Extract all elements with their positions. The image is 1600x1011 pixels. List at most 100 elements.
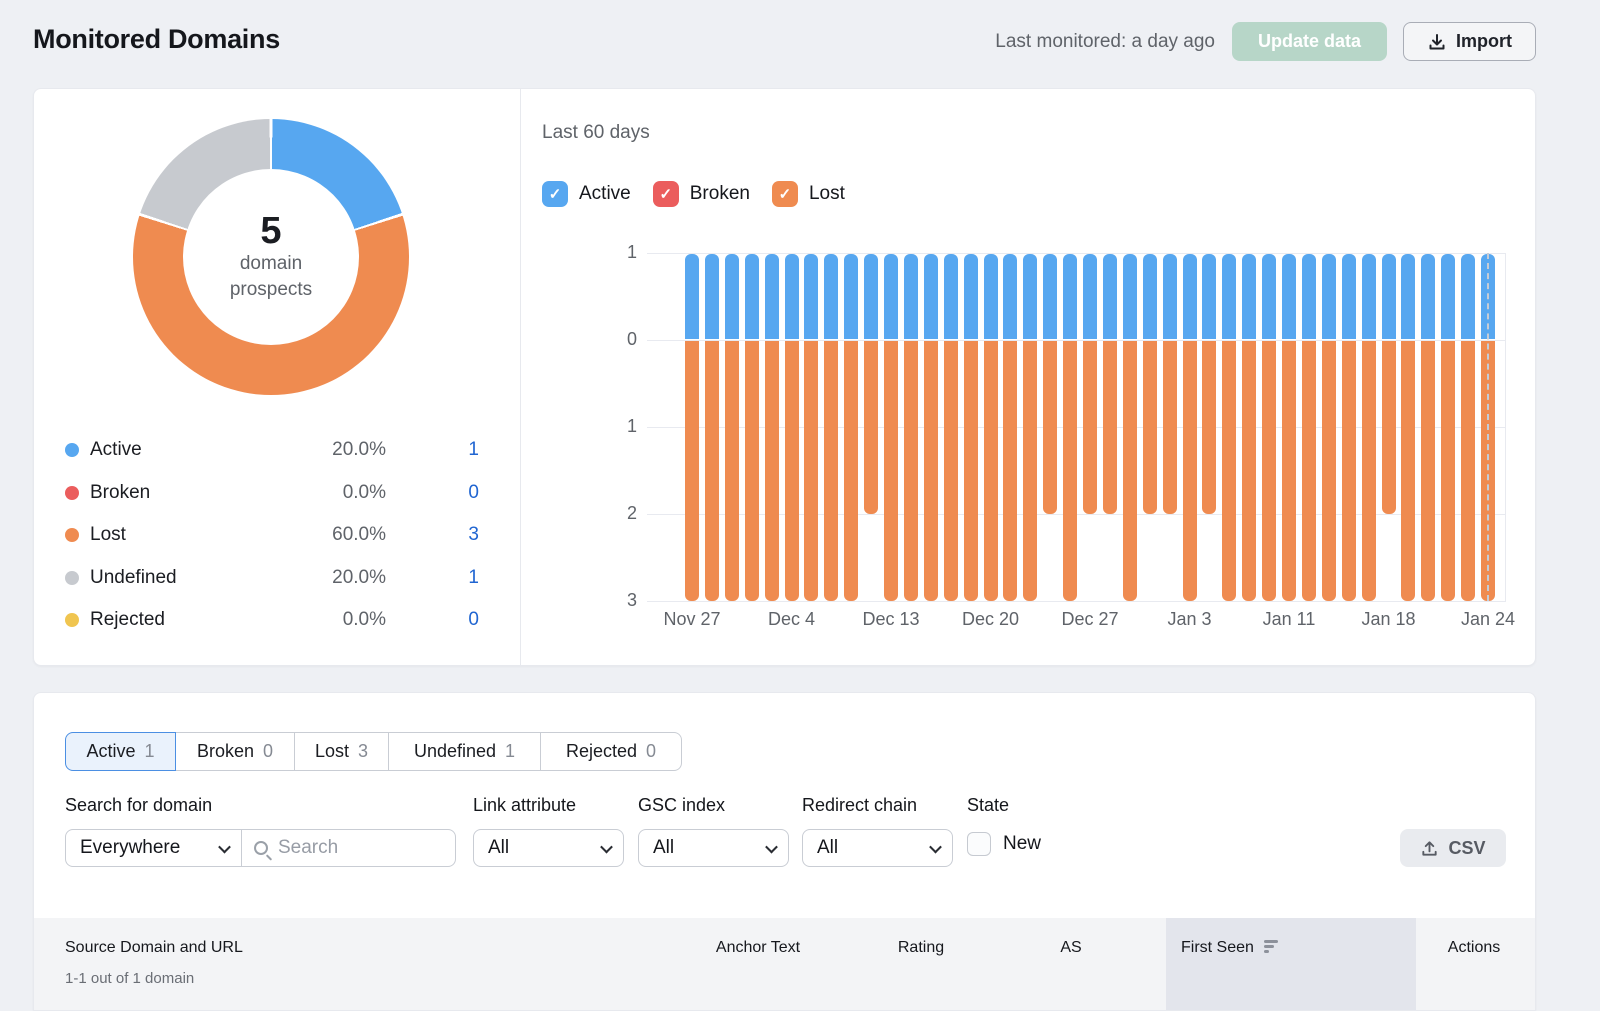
legend-count-link[interactable]: 1: [468, 566, 479, 588]
bar-active[interactable]: [1102, 254, 1117, 339]
bar-lost[interactable]: [1461, 341, 1476, 601]
tab-undefined[interactable]: Undefined 1: [388, 732, 541, 771]
bar-active[interactable]: [704, 254, 719, 339]
link-attribute-select[interactable]: All: [473, 829, 624, 867]
bar-active[interactable]: [744, 254, 759, 339]
bar-active[interactable]: [1003, 254, 1018, 339]
bar-active[interactable]: [1083, 254, 1097, 339]
bar-lost[interactable]: [1222, 341, 1237, 601]
bar-active[interactable]: [1242, 254, 1257, 339]
bar-lost[interactable]: [1381, 341, 1396, 514]
bar-active[interactable]: [1043, 254, 1058, 339]
bar-lost[interactable]: [1063, 341, 1078, 601]
import-button[interactable]: Import: [1403, 22, 1536, 61]
bar-lost[interactable]: [1441, 341, 1456, 601]
bar-lost[interactable]: [1182, 341, 1197, 601]
bar-lost[interactable]: [1361, 341, 1376, 601]
tab-broken[interactable]: Broken 0: [175, 732, 295, 771]
legend-count-link[interactable]: 1: [468, 439, 479, 461]
bar-active[interactable]: [1321, 254, 1336, 339]
bar-active[interactable]: [784, 254, 799, 339]
legend-count-link[interactable]: 0: [468, 481, 479, 503]
bar-lost[interactable]: [884, 341, 898, 601]
bar-lost[interactable]: [724, 341, 739, 601]
bar-lost[interactable]: [1341, 341, 1356, 601]
bar-lost[interactable]: [1043, 341, 1058, 514]
toggle-broken[interactable]: ✓ Broken: [652, 181, 750, 207]
bar-active[interactable]: [983, 254, 998, 339]
search-scope-dropdown[interactable]: Everywhere: [66, 830, 242, 866]
bar-active[interactable]: [884, 254, 898, 339]
toggle-active[interactable]: ✓ Active: [542, 181, 631, 207]
bar-lost[interactable]: [923, 341, 938, 601]
bar-active[interactable]: [1441, 254, 1456, 339]
bar-lost[interactable]: [1301, 341, 1316, 601]
tab-rejected[interactable]: Rejected 0: [540, 732, 682, 771]
bar-lost[interactable]: [704, 341, 719, 601]
bar-active[interactable]: [804, 254, 819, 339]
bar-active[interactable]: [1282, 254, 1296, 339]
bar-lost[interactable]: [824, 341, 839, 601]
toggle-lost[interactable]: ✓ Lost: [771, 181, 845, 207]
bar-lost[interactable]: [1142, 341, 1157, 514]
bar-active[interactable]: [923, 254, 938, 339]
bar-lost[interactable]: [764, 341, 779, 601]
bar-active[interactable]: [685, 254, 699, 339]
bar-active[interactable]: [1262, 254, 1277, 339]
bar-active[interactable]: [1182, 254, 1197, 339]
bar-active[interactable]: [724, 254, 739, 339]
bar-active[interactable]: [903, 254, 918, 339]
bar-active[interactable]: [1063, 254, 1078, 339]
bar-active[interactable]: [1222, 254, 1237, 339]
bar-lost[interactable]: [1023, 341, 1038, 601]
bar-active[interactable]: [1361, 254, 1376, 339]
bar-active[interactable]: [1381, 254, 1396, 339]
bar-lost[interactable]: [903, 341, 918, 601]
bar-lost[interactable]: [943, 341, 958, 601]
domain-search-input[interactable]: [278, 837, 428, 859]
trend-bar-chart[interactable]: 1 0 1 2 3 Nov 27 Dec 4 Dec 13 Dec 20 Dec 27 Jan 3 J…: [627, 242, 1515, 629]
bar-lost[interactable]: [963, 341, 978, 601]
bar-lost[interactable]: [1003, 341, 1018, 601]
tab-lost[interactable]: Lost 3: [294, 732, 389, 771]
bar-active[interactable]: [864, 254, 879, 339]
bar-active[interactable]: [1162, 254, 1177, 339]
tab-active[interactable]: Active 1: [65, 732, 176, 771]
bar-active[interactable]: [963, 254, 978, 339]
bar-active[interactable]: [1301, 254, 1316, 339]
bar-active[interactable]: [1122, 254, 1137, 339]
bar-lost[interactable]: [784, 341, 799, 601]
bar-lost[interactable]: [983, 341, 998, 601]
bar-active[interactable]: [1202, 254, 1217, 339]
export-csv-button[interactable]: CSV: [1400, 829, 1506, 867]
bar-lost[interactable]: [1102, 341, 1117, 514]
column-first-seen[interactable]: First Seen: [1181, 939, 1278, 957]
state-new-checkbox[interactable]: New: [967, 832, 1041, 856]
bar-active[interactable]: [1341, 254, 1356, 339]
legend-count-link[interactable]: 3: [468, 524, 479, 546]
bar-lost[interactable]: [1262, 341, 1277, 601]
gsc-index-select[interactable]: All: [638, 829, 789, 867]
bar-lost[interactable]: [744, 341, 759, 601]
bar-lost[interactable]: [844, 341, 859, 601]
bar-lost[interactable]: [685, 341, 699, 601]
bar-lost[interactable]: [864, 341, 879, 514]
bar-active[interactable]: [943, 254, 958, 339]
legend-count-link[interactable]: 0: [468, 609, 479, 631]
bar-lost[interactable]: [804, 341, 819, 601]
bar-lost[interactable]: [1421, 341, 1436, 601]
redirect-chain-select[interactable]: All: [802, 829, 953, 867]
bar-lost[interactable]: [1162, 341, 1177, 514]
bar-active[interactable]: [1461, 254, 1476, 339]
bar-lost[interactable]: [1282, 341, 1296, 601]
bar-lost[interactable]: [1122, 341, 1137, 601]
bar-active[interactable]: [1142, 254, 1157, 339]
bar-lost[interactable]: [1401, 341, 1416, 601]
bar-active[interactable]: [1421, 254, 1436, 339]
bar-lost[interactable]: [1202, 341, 1217, 514]
bar-active[interactable]: [1401, 254, 1416, 339]
bar-lost[interactable]: [1321, 341, 1336, 601]
bar-lost[interactable]: [1083, 341, 1097, 514]
update-data-button[interactable]: Update data: [1232, 22, 1387, 61]
bar-active[interactable]: [824, 254, 839, 339]
